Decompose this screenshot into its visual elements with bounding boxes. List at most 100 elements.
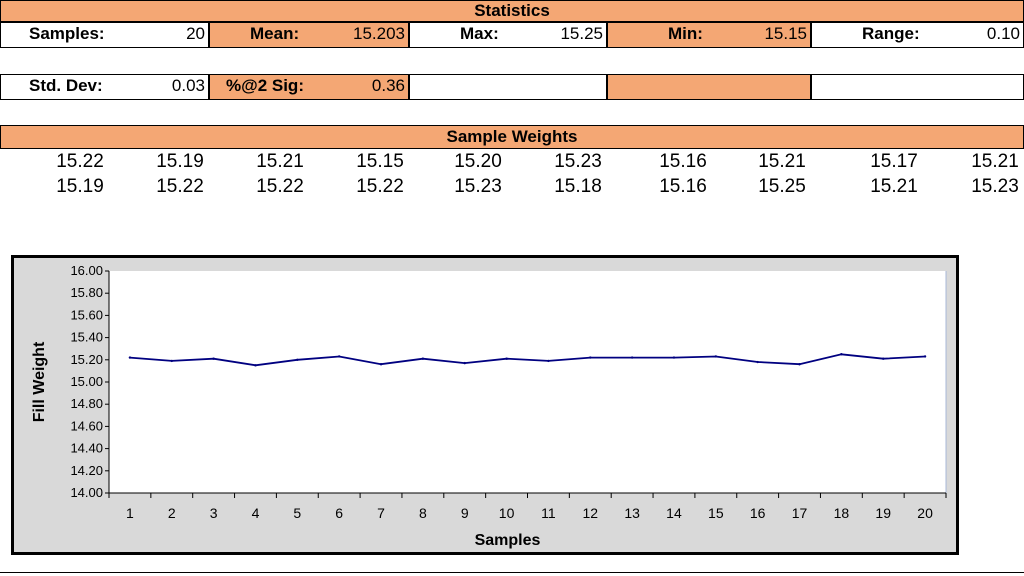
x-tick-label: 6 <box>335 505 343 521</box>
data-point <box>547 359 550 363</box>
max-cell[interactable]: Max: 15.25 <box>409 23 607 47</box>
sample-weight-value: 15.25 <box>758 176 806 197</box>
x-tick-label: 20 <box>917 505 933 521</box>
data-point <box>714 355 718 358</box>
x-tick-label: 11 <box>541 505 556 521</box>
data-point <box>505 357 508 360</box>
y-axis-title: Fill Weight <box>31 341 48 422</box>
sample-weight-value: 15.23 <box>554 151 602 172</box>
x-tick-label: 7 <box>377 505 385 521</box>
mean-cell[interactable]: Mean: 15.203 <box>209 23 409 47</box>
x-tick-label: 1 <box>126 505 134 521</box>
x-tick-label: 15 <box>708 505 724 521</box>
range-cell[interactable]: Range: 0.10 <box>811 23 1024 47</box>
x-tick-label: 3 <box>210 505 218 521</box>
empty-cell-3[interactable] <box>811 75 1024 99</box>
std-dev-label: Std. Dev: <box>29 76 103 95</box>
data-point <box>421 357 425 360</box>
mean-value: 15.203 <box>353 24 405 43</box>
y-tick-label: 14.80 <box>70 396 103 411</box>
x-tick-label: 10 <box>499 505 515 521</box>
data-point <box>672 356 676 359</box>
sample-weight-value: 15.19 <box>56 176 104 197</box>
stats-row-1: Samples: 20 Mean: 15.203 Max: 15.25 Min:… <box>0 22 1024 48</box>
empty-cell-1[interactable] <box>409 75 607 99</box>
sample-weight-value: 15.22 <box>156 176 204 197</box>
sample-weight-value: 15.22 <box>256 176 304 197</box>
x-tick-label: 2 <box>168 505 176 521</box>
data-point <box>756 360 759 364</box>
data-point <box>882 357 885 360</box>
x-tick-label: 18 <box>834 505 850 521</box>
bottom-border <box>0 572 1024 573</box>
sample-weight-value: 15.22 <box>56 151 104 172</box>
chart-svg: 14.00 14.20 14.40 14.60 14.80 15.00 15.20 15.40… <box>31 263 947 549</box>
y-tick-label: 14.40 <box>70 441 103 456</box>
x-tick-label: 5 <box>293 505 301 521</box>
fill-weight-chart[interactable]: 14.00 14.20 14.40 14.60 14.80 15.00 15.20 15.40… <box>11 255 959 555</box>
y-tick-label: 15.00 <box>70 374 103 389</box>
sample-weight-value: 15.21 <box>256 151 304 172</box>
range-value: 0.10 <box>986 24 1020 43</box>
y-tick-label: 16.00 <box>70 263 103 278</box>
y-tick-label: 14.60 <box>70 418 103 433</box>
empty-cell-2[interactable] <box>607 75 811 99</box>
mean-label: Mean: <box>250 24 300 43</box>
data-point <box>379 363 383 366</box>
sample-weights-row-2: 15.19 15.22 15.22 15.22 15.23 15.18 15.16 15.25… <box>0 176 1024 200</box>
x-axis-title: Samples <box>475 532 541 549</box>
std-dev-value: 0.03 <box>171 76 205 95</box>
sample-weight-value: 15.16 <box>659 151 707 172</box>
x-tick-label: 12 <box>582 505 598 521</box>
sample-weight-value: 15.23 <box>971 176 1019 197</box>
sample-weight-value: 15.15 <box>356 151 404 172</box>
data-point <box>296 358 299 361</box>
data-point <box>170 359 173 363</box>
y-tick-label: 15.80 <box>70 285 103 300</box>
y-tick-label: 15.20 <box>70 352 103 367</box>
range-label: Range: <box>862 24 920 43</box>
x-tick-label: 17 <box>792 505 808 521</box>
data-point <box>463 361 466 365</box>
sig-value: 0.36 <box>371 76 405 95</box>
min-cell[interactable]: Min: 15.15 <box>607 23 811 47</box>
x-tick-label: 8 <box>419 505 427 521</box>
data-point <box>630 356 634 359</box>
statistics-header: Statistics <box>0 0 1024 22</box>
sig-label: %@2 Sig: <box>226 76 304 95</box>
stats-row-2: Std. Dev: 0.03 %@2 Sig: 0.36 <box>0 74 1024 100</box>
sample-weight-value: 15.21 <box>870 176 918 197</box>
data-point <box>128 356 132 359</box>
x-tick-label: 14 <box>666 505 682 521</box>
sample-weight-value: 15.20 <box>454 151 502 172</box>
sample-weight-value: 15.18 <box>554 176 602 197</box>
data-point <box>212 357 215 360</box>
sample-weight-value: 15.19 <box>156 151 204 172</box>
sig-cell[interactable]: %@2 Sig: 0.36 <box>209 75 409 99</box>
data-point <box>254 364 257 367</box>
min-value: 15.15 <box>764 24 807 43</box>
x-tick-label: 4 <box>252 505 260 521</box>
sample-weight-value: 15.22 <box>356 176 404 197</box>
min-label: Min: <box>668 24 703 43</box>
sample-weight-value: 15.16 <box>659 176 707 197</box>
sample-weight-value: 15.21 <box>971 151 1019 172</box>
data-point <box>589 356 592 359</box>
x-tick-label: 9 <box>461 505 469 521</box>
y-tick-label: 14.20 <box>70 463 103 478</box>
y-tick-label: 15.60 <box>70 307 103 322</box>
sample-weight-value: 15.17 <box>870 151 918 172</box>
samples-label: Samples: <box>29 24 105 43</box>
sample-weight-value: 15.23 <box>454 176 502 197</box>
sample-weights-header: Sample Weights <box>0 125 1024 149</box>
samples-value: 20 <box>186 24 205 43</box>
plot-area <box>109 271 946 493</box>
data-point <box>337 355 341 358</box>
max-label: Max: <box>460 24 499 43</box>
max-value: 15.25 <box>560 24 603 43</box>
data-point <box>923 355 927 358</box>
samples-cell[interactable]: Samples: 20 <box>0 23 209 47</box>
x-tick-label: 19 <box>875 505 891 521</box>
std-dev-cell[interactable]: Std. Dev: 0.03 <box>0 75 209 99</box>
data-point <box>840 353 843 356</box>
